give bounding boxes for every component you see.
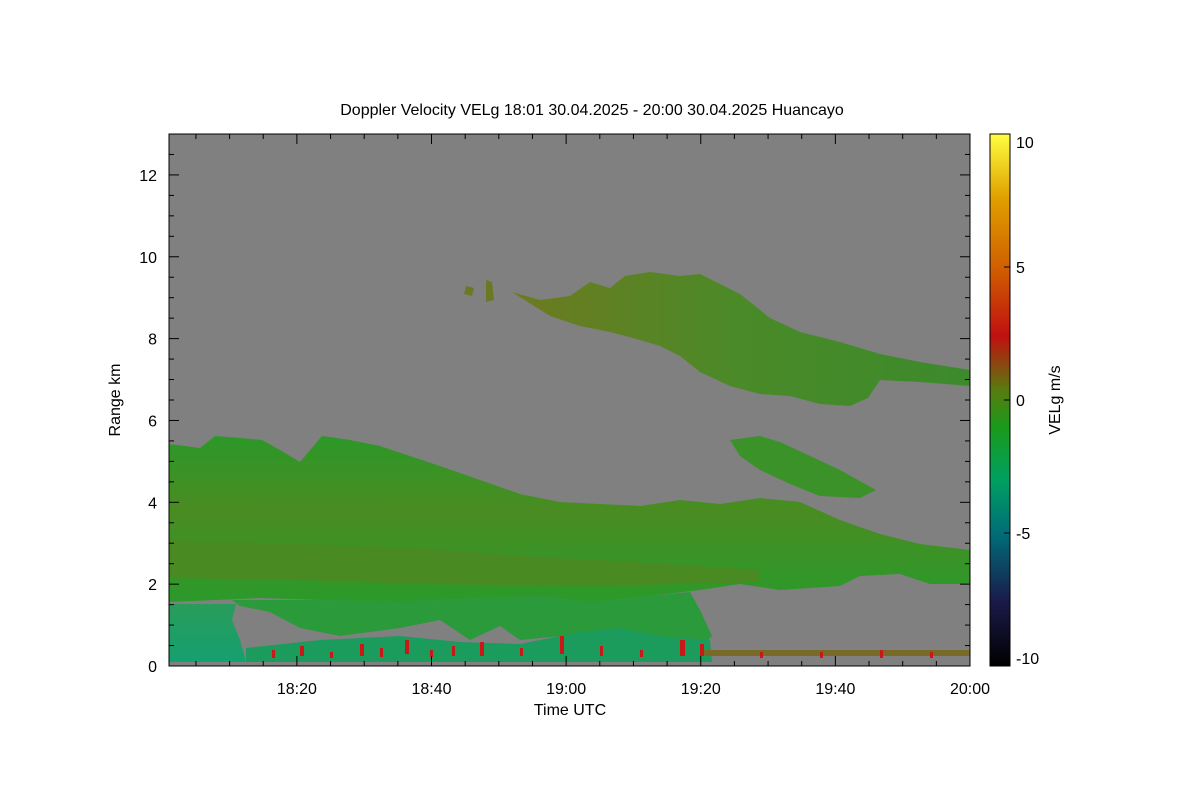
y-tick-label: 4 <box>148 495 157 512</box>
y-tick-label: 12 <box>139 168 157 185</box>
boundary-layer <box>169 604 246 662</box>
colorbar-tick-label: 10 <box>1016 135 1034 152</box>
y-axis: 0 2 4 6 8 10 12 <box>139 133 970 676</box>
y-tick-label: 8 <box>148 332 157 349</box>
x-tick-label: 20:00 <box>950 681 990 698</box>
upper-cloud-layer <box>512 272 970 406</box>
ground-clutter-band <box>700 650 970 656</box>
x-tick-label: 18:40 <box>411 681 451 698</box>
y-tick-label: 2 <box>148 577 157 594</box>
x-axis-label: Time UTC <box>534 702 606 719</box>
x-axis: 18:20 18:40 19:00 19:20 19:40 20:00 <box>195 134 990 698</box>
ground-clutter-speckle <box>272 636 933 658</box>
x-tick-label: 19:00 <box>546 681 586 698</box>
colorbar-tick-label: 0 <box>1016 393 1025 410</box>
chart-title: Doppler Velocity VELg 18:01 30.04.2025 -… <box>340 102 844 119</box>
colorbar-label: VELg m/s <box>1047 365 1064 434</box>
plot-area <box>169 134 970 666</box>
mid-cloud-patch <box>730 436 876 498</box>
x-tick-label: 18:20 <box>277 681 317 698</box>
colorbar-tick-label: -10 <box>1016 651 1039 668</box>
y-axis-label: Range km <box>107 364 124 437</box>
colorbar-tick-label: -5 <box>1016 526 1030 543</box>
colorbar: 10 5 0 -5 -10 VELg m/s <box>989 133 1064 668</box>
mid-cloud-low-band <box>169 540 760 586</box>
upper-cloud-wisp <box>464 286 474 296</box>
x-tick-label: 19:20 <box>681 681 721 698</box>
colorbar-tick-label: 5 <box>1016 260 1025 277</box>
y-tick-label: 10 <box>139 250 157 267</box>
y-tick-label: 6 <box>148 413 157 430</box>
y-tick-label: 0 <box>148 659 157 676</box>
upper-cloud-wisp <box>486 280 494 302</box>
x-tick-label: 19:40 <box>815 681 855 698</box>
